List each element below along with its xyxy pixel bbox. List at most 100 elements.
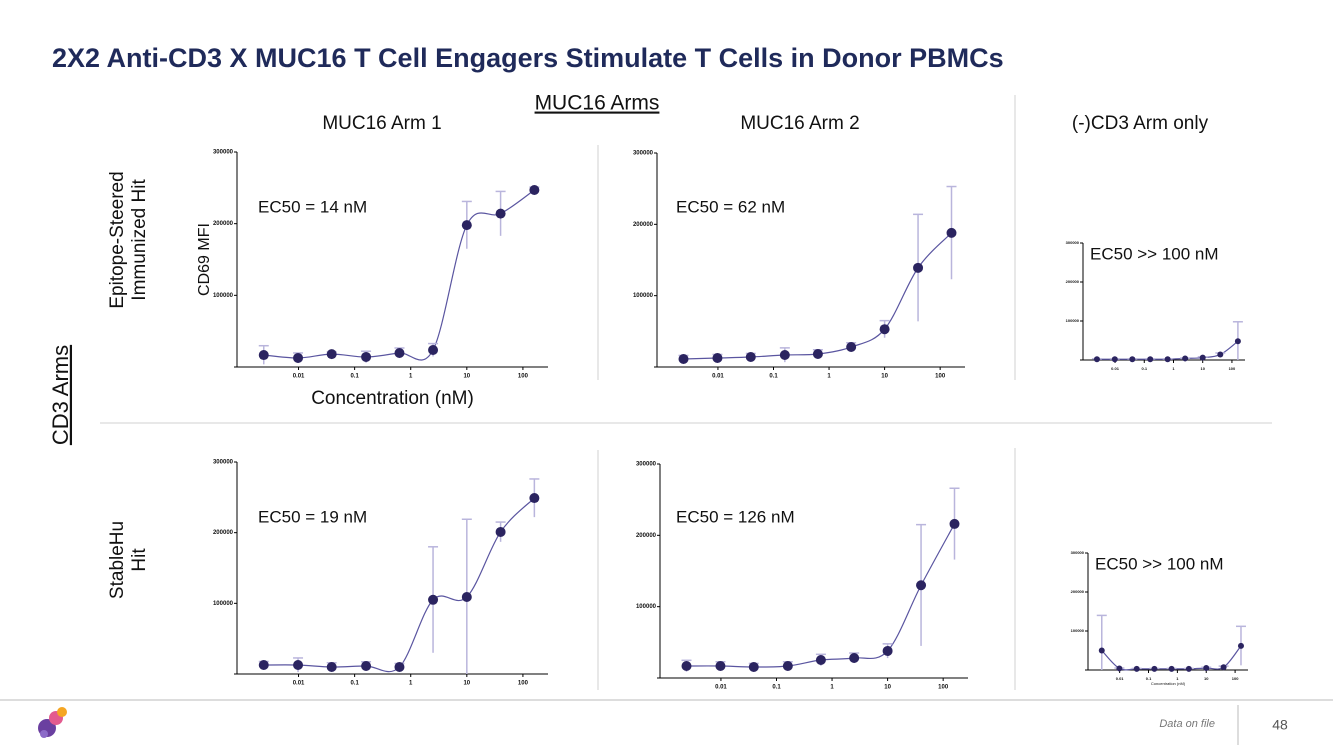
row-label: StableHu [107, 521, 128, 599]
y-tick-label: 300000 [633, 151, 654, 157]
data-point [1217, 351, 1224, 358]
data-point [461, 591, 472, 602]
x-tick-label: 0.01 [293, 681, 305, 687]
x-tick-label: 100 [518, 374, 529, 380]
data-point [428, 594, 439, 605]
data-point [815, 655, 826, 666]
separators [0, 95, 1333, 745]
ec50-annotation: EC50 = 19 nM [258, 507, 367, 526]
y-tick-label: 300000 [213, 150, 234, 156]
y-tick-label: 200000 [213, 530, 234, 536]
data-point [461, 220, 472, 231]
x-axis-label: Concentration (nM) [1151, 681, 1186, 686]
row-label: Epitope-Steered [107, 171, 128, 308]
data-point [326, 662, 337, 673]
logo [38, 707, 67, 738]
data-point [879, 324, 890, 335]
x-tick-label: 100 [518, 681, 529, 687]
data-point [779, 350, 790, 361]
data-point [1098, 647, 1105, 654]
data-point [1185, 665, 1192, 672]
x-tick-label: 1 [1172, 366, 1175, 371]
x-tick-label: 0.1 [350, 681, 359, 687]
x-tick-label: 0.01 [1111, 366, 1120, 371]
x-tick-label: 10 [1204, 676, 1209, 681]
data-point [1133, 665, 1140, 672]
data-point [681, 661, 692, 672]
data-point [1151, 665, 1158, 672]
x-tick-label: 100 [935, 374, 946, 380]
data-point [748, 662, 759, 673]
data-point [846, 342, 857, 353]
data-point [293, 660, 304, 671]
data-point [258, 660, 269, 671]
row-label: Hit [129, 548, 150, 572]
ec50-annotation: EC50 >> 100 nM [1090, 244, 1219, 263]
data-point [361, 351, 372, 362]
data-point [812, 349, 823, 360]
ec50-annotation: EC50 >> 100 nM [1095, 554, 1224, 573]
data-point [1129, 356, 1136, 363]
x-tick-label: 1 [827, 374, 831, 380]
data-point [1203, 665, 1210, 672]
x-tick-label: 10 [1200, 366, 1205, 371]
data-point [1182, 355, 1189, 362]
y-tick-label: 200000 [636, 533, 657, 539]
y-tick-label: 100000 [1066, 318, 1080, 323]
y-tick-label: 200000 [213, 221, 234, 227]
y-tick-label: 300000 [213, 460, 234, 466]
x-tick-label: 1 [409, 374, 413, 380]
row-group-label: CD3 Arms [48, 345, 73, 445]
data-point [258, 350, 269, 361]
column-label: MUC16 Arm 1 [322, 113, 441, 134]
y-tick-label: 300000 [1066, 240, 1080, 245]
x-tick-label: 1 [1176, 676, 1179, 681]
x-tick-label: 10 [884, 685, 891, 691]
row-label: Immunized Hit [129, 179, 150, 301]
data-point [1111, 356, 1118, 363]
slide-title: 2X2 Anti-CD3 X MUC16 T Cell Engagers Sti… [52, 43, 1004, 73]
data-point [712, 353, 723, 364]
data-point [1234, 338, 1241, 345]
y-tick-label: 100000 [633, 293, 654, 299]
x-tick-label: 0.1 [350, 374, 359, 380]
ec50-annotation: EC50 = 14 nM [258, 197, 367, 216]
x-tick-label: 0.1 [1141, 366, 1147, 371]
x-tick-label: 10 [463, 681, 470, 687]
ec50-annotation: EC50 = 126 nM [676, 507, 795, 526]
data-point [495, 526, 506, 537]
y-tick-label: 300000 [1071, 550, 1085, 555]
x-axis-label: Concentration (nM) [311, 388, 474, 409]
data-point [1093, 356, 1100, 363]
column-label: (-)CD3 Arm only [1072, 113, 1209, 134]
fit-line [686, 523, 956, 668]
ec50-annotation: EC50 = 62 nM [676, 197, 785, 216]
data-point [1164, 356, 1171, 363]
column-label: MUC16 Arm 2 [740, 113, 859, 134]
data-point [529, 184, 540, 195]
data-point [678, 354, 689, 365]
y-tick-label: 100000 [213, 601, 234, 607]
x-tick-label: 0.01 [1116, 676, 1125, 681]
x-tick-label: 100 [938, 685, 949, 691]
x-tick-label: 0.1 [769, 374, 778, 380]
data-point [495, 208, 506, 219]
x-tick-label: 100 [1232, 676, 1239, 681]
data-point [949, 518, 960, 529]
y-tick-label: 200000 [633, 222, 654, 228]
y-tick-label: 200000 [1071, 589, 1085, 594]
data-point [293, 352, 304, 363]
data-point [326, 349, 337, 360]
data-point [782, 661, 793, 672]
column-group-label: MUC16 Arms [535, 92, 660, 115]
x-tick-label: 1 [830, 685, 834, 691]
x-tick-label: 0.01 [715, 685, 727, 691]
data-point [1116, 665, 1123, 672]
data-point [849, 653, 860, 664]
y-tick-label: 200000 [1066, 279, 1080, 284]
data-point [882, 645, 893, 656]
data-point [715, 661, 726, 672]
y-tick-label: 100000 [1071, 628, 1085, 633]
data-point [394, 348, 405, 359]
